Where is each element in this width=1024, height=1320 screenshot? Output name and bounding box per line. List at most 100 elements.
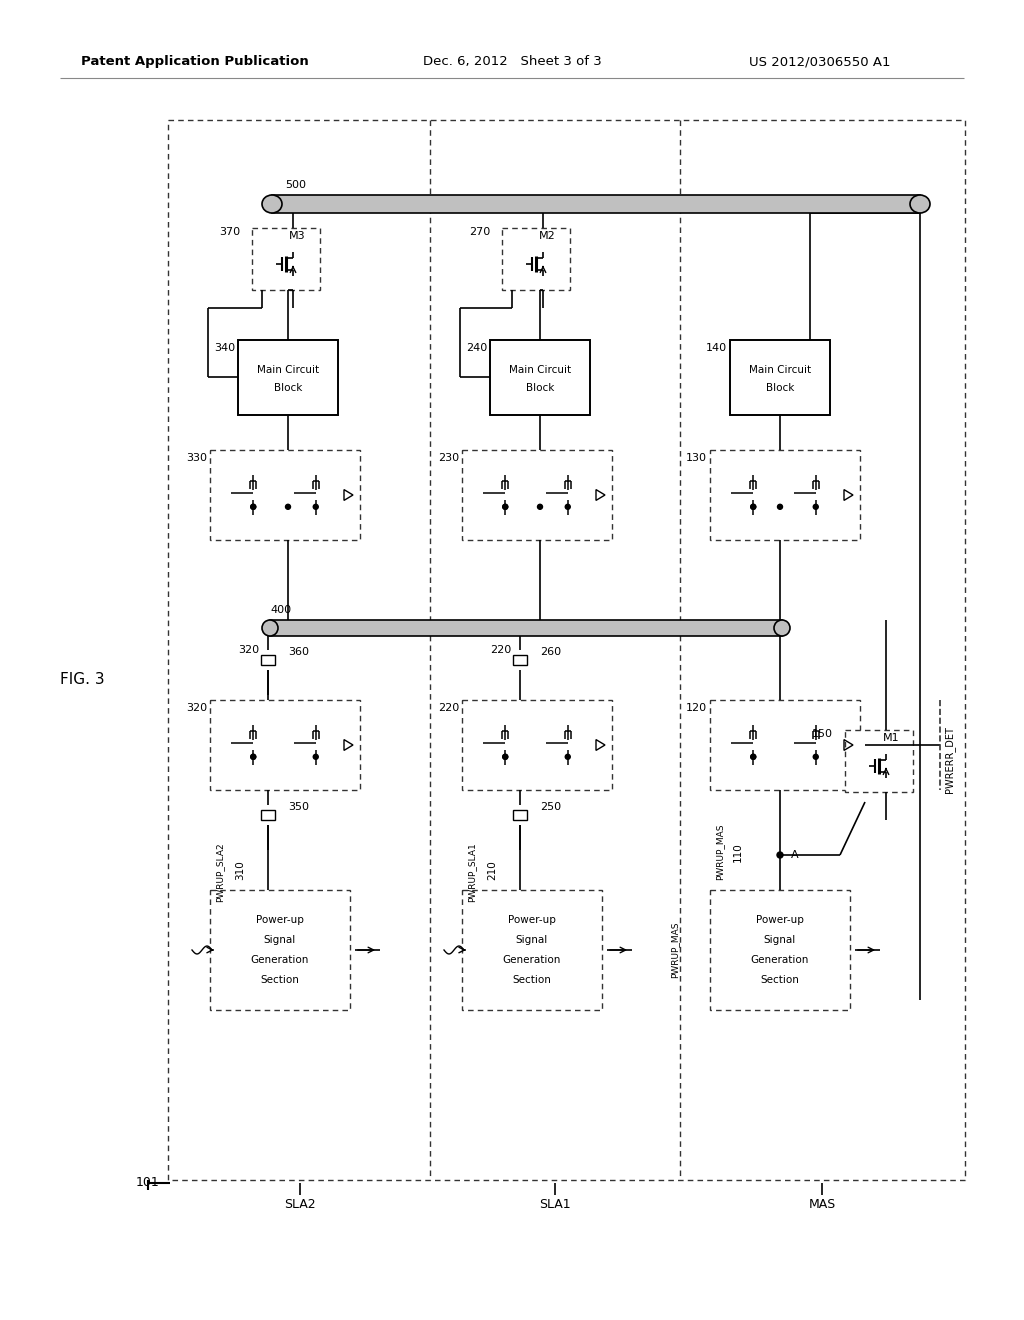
Bar bbox=[238, 341, 338, 414]
Text: Dec. 6, 2012   Sheet 3 of 3: Dec. 6, 2012 Sheet 3 of 3 bbox=[423, 55, 601, 69]
Bar bbox=[252, 228, 319, 290]
Bar bbox=[168, 120, 965, 1180]
Bar bbox=[210, 890, 350, 1010]
Bar bbox=[462, 890, 602, 1010]
Circle shape bbox=[313, 754, 318, 759]
Circle shape bbox=[251, 754, 256, 759]
Bar bbox=[272, 195, 920, 213]
Circle shape bbox=[751, 504, 756, 510]
Bar bbox=[730, 341, 830, 414]
Text: 220: 220 bbox=[490, 645, 511, 655]
Text: Block: Block bbox=[273, 383, 302, 393]
Text: 330: 330 bbox=[186, 453, 207, 463]
Text: Patent Application Publication: Patent Application Publication bbox=[81, 55, 309, 69]
Text: Section: Section bbox=[513, 975, 552, 985]
Text: Signal: Signal bbox=[764, 935, 796, 945]
Text: SLA2: SLA2 bbox=[285, 1199, 315, 1212]
Text: 130: 130 bbox=[686, 453, 707, 463]
Text: Section: Section bbox=[761, 975, 800, 985]
Text: PWRUP_MAS: PWRUP_MAS bbox=[671, 921, 680, 978]
Text: 110: 110 bbox=[733, 842, 743, 862]
Text: 310: 310 bbox=[234, 861, 245, 880]
Text: 120: 120 bbox=[686, 704, 707, 713]
Text: 320: 320 bbox=[238, 645, 259, 655]
Text: Block: Block bbox=[766, 383, 795, 393]
Text: Generation: Generation bbox=[751, 954, 809, 965]
Circle shape bbox=[503, 754, 508, 759]
Circle shape bbox=[565, 504, 570, 510]
Circle shape bbox=[751, 754, 756, 759]
Text: SLA1: SLA1 bbox=[540, 1199, 570, 1212]
Circle shape bbox=[503, 504, 508, 510]
Bar bbox=[462, 450, 612, 540]
Text: 260: 260 bbox=[540, 647, 561, 657]
Circle shape bbox=[751, 754, 756, 759]
Text: M2: M2 bbox=[540, 231, 556, 242]
Bar bbox=[462, 700, 612, 789]
Circle shape bbox=[251, 504, 256, 510]
Bar bbox=[270, 620, 782, 636]
Bar bbox=[710, 450, 860, 540]
Bar bbox=[261, 810, 275, 820]
Text: M3: M3 bbox=[290, 231, 306, 242]
Text: US 2012/0306550 A1: US 2012/0306550 A1 bbox=[750, 55, 891, 69]
Circle shape bbox=[251, 754, 256, 759]
Text: Main Circuit: Main Circuit bbox=[749, 366, 811, 375]
Bar bbox=[490, 341, 590, 414]
Text: 140: 140 bbox=[706, 343, 727, 352]
Text: PWRERR_DET: PWRERR_DET bbox=[944, 726, 955, 793]
Text: 400: 400 bbox=[270, 605, 291, 615]
Bar bbox=[513, 655, 527, 665]
Text: Section: Section bbox=[260, 975, 299, 985]
Text: 320: 320 bbox=[186, 704, 207, 713]
Text: 150: 150 bbox=[812, 729, 833, 739]
Ellipse shape bbox=[910, 195, 930, 213]
Circle shape bbox=[251, 504, 256, 510]
Text: 250: 250 bbox=[540, 803, 561, 812]
Text: 350: 350 bbox=[288, 803, 309, 812]
Bar bbox=[210, 450, 360, 540]
Bar bbox=[513, 810, 527, 820]
Bar bbox=[845, 730, 913, 792]
Text: 360: 360 bbox=[288, 647, 309, 657]
Circle shape bbox=[813, 504, 818, 510]
Text: 240: 240 bbox=[466, 343, 487, 352]
Text: Generation: Generation bbox=[503, 954, 561, 965]
Text: A: A bbox=[792, 850, 799, 861]
Text: Generation: Generation bbox=[251, 954, 309, 965]
Text: Signal: Signal bbox=[264, 935, 296, 945]
Circle shape bbox=[503, 504, 508, 510]
Ellipse shape bbox=[774, 620, 790, 636]
Text: 500: 500 bbox=[285, 180, 306, 190]
Circle shape bbox=[813, 754, 818, 759]
Circle shape bbox=[565, 754, 570, 759]
Text: PWRUP_SLA1: PWRUP_SLA1 bbox=[468, 842, 476, 902]
Circle shape bbox=[538, 504, 543, 510]
Text: Main Circuit: Main Circuit bbox=[257, 366, 319, 375]
Bar bbox=[710, 700, 860, 789]
Text: 210: 210 bbox=[487, 861, 497, 880]
Text: MAS: MAS bbox=[808, 1199, 836, 1212]
Text: Power-up: Power-up bbox=[256, 915, 304, 925]
Circle shape bbox=[286, 504, 291, 510]
Circle shape bbox=[503, 754, 508, 759]
Text: Power-up: Power-up bbox=[508, 915, 556, 925]
Text: Power-up: Power-up bbox=[756, 915, 804, 925]
Circle shape bbox=[777, 504, 782, 510]
Text: 270: 270 bbox=[469, 227, 490, 238]
Ellipse shape bbox=[262, 195, 282, 213]
Text: M1: M1 bbox=[883, 733, 899, 743]
Circle shape bbox=[777, 851, 783, 858]
Bar bbox=[710, 890, 850, 1010]
Text: Signal: Signal bbox=[516, 935, 548, 945]
Ellipse shape bbox=[262, 620, 278, 636]
Circle shape bbox=[313, 504, 318, 510]
Bar bbox=[210, 700, 360, 789]
Text: PWRUP_MAS: PWRUP_MAS bbox=[716, 824, 725, 880]
Text: Block: Block bbox=[525, 383, 554, 393]
Text: 230: 230 bbox=[438, 453, 459, 463]
Text: 370: 370 bbox=[219, 227, 240, 238]
Text: FIG. 3: FIG. 3 bbox=[59, 672, 104, 688]
Text: 340: 340 bbox=[214, 343, 234, 352]
Text: 220: 220 bbox=[437, 704, 459, 713]
